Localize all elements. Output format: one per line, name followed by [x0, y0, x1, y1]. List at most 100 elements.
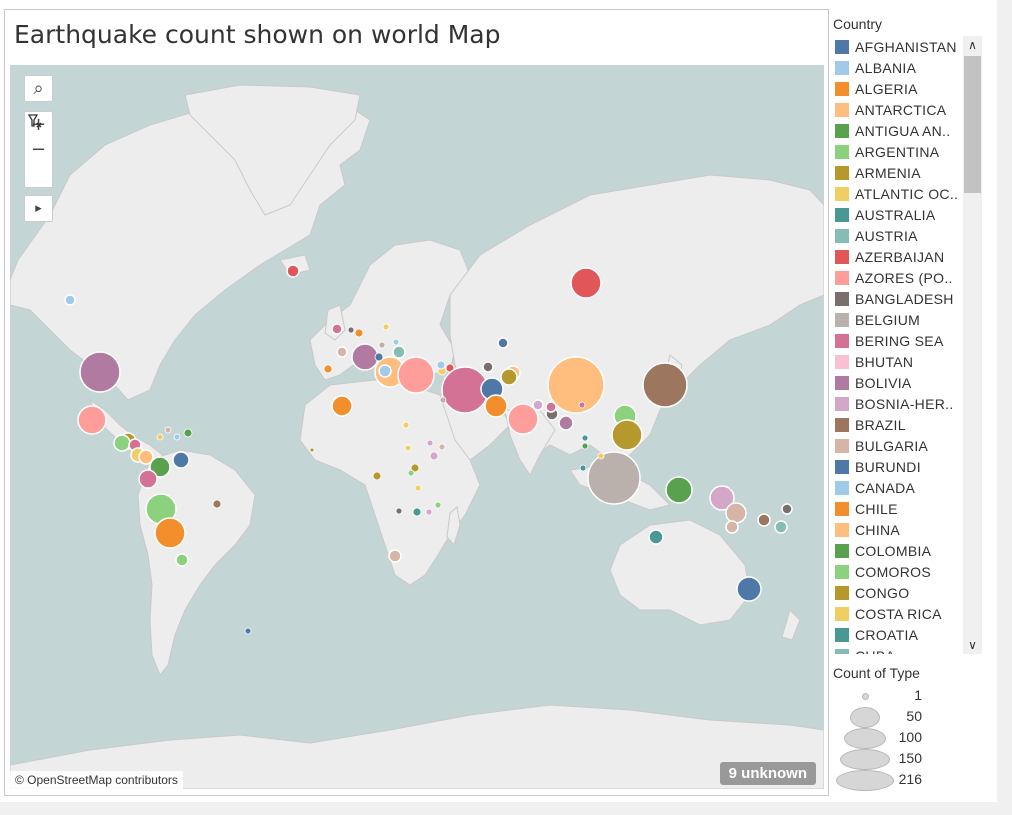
earthquake-bubble[interactable] [642, 362, 688, 408]
legend-item[interactable]: COMOROS [835, 561, 963, 582]
earthquake-bubble[interactable] [507, 403, 539, 435]
earthquake-bubble[interactable] [648, 529, 664, 545]
scroll-down-icon[interactable]: ∨ [968, 638, 977, 652]
earthquake-bubble[interactable] [172, 451, 190, 469]
legend-item[interactable]: ARGENTINA [835, 141, 963, 162]
earthquake-bubble[interactable] [175, 553, 189, 567]
legend-item[interactable]: CHINA [835, 519, 963, 540]
earthquake-bubble[interactable] [558, 415, 574, 431]
earthquake-bubble[interactable] [331, 323, 343, 335]
earthquake-bubble[interactable] [378, 341, 386, 349]
earthquake-bubble[interactable] [154, 517, 186, 549]
earthquake-bubble[interactable] [545, 401, 557, 413]
earthquake-bubble[interactable] [212, 499, 222, 509]
earthquake-bubble[interactable] [484, 394, 508, 418]
zoom-controls[interactable]: + − [24, 111, 53, 188]
earthquake-bubble[interactable] [164, 426, 172, 434]
earthquake-bubble[interactable] [725, 502, 747, 524]
earthquake-bubble[interactable] [570, 267, 602, 299]
legend-item[interactable]: BANGLADESH [835, 288, 963, 309]
legend-item[interactable]: CUBA [835, 645, 963, 654]
pan-arrow-icon[interactable]: ▸ [35, 201, 42, 216]
earthquake-bubble[interactable] [336, 346, 348, 358]
earthquake-bubble[interactable] [532, 399, 544, 411]
earthquake-bubble[interactable] [173, 433, 181, 441]
legend-item[interactable]: CONGO [835, 582, 963, 603]
earthquake-bubble[interactable] [64, 294, 76, 306]
legend-item[interactable]: BOLIVIA [835, 372, 963, 393]
earthquake-bubble[interactable] [378, 364, 392, 378]
legend-item[interactable]: BELGIUM [835, 309, 963, 330]
earthquake-bubble[interactable] [138, 449, 154, 465]
earthquake-bubble[interactable] [397, 356, 435, 394]
earthquake-bubble[interactable] [392, 345, 406, 359]
earthquake-bubble[interactable] [665, 476, 693, 504]
earthquake-bubble[interactable] [77, 405, 107, 435]
earthquake-bubble[interactable] [774, 520, 788, 534]
earthquake-bubble[interactable] [725, 520, 739, 534]
earthquake-bubble[interactable] [757, 513, 771, 527]
earthquake-bubble[interactable] [138, 469, 158, 489]
earthquake-bubble[interactable] [404, 444, 412, 452]
scroll-up-icon[interactable]: ∧ [968, 38, 977, 52]
legend-item[interactable]: ARMENIA [835, 162, 963, 183]
earthquake-bubble[interactable] [286, 264, 300, 278]
legend-item[interactable]: COSTA RICA [835, 603, 963, 624]
earthquake-bubble[interactable] [149, 456, 171, 478]
earthquake-bubble[interactable] [407, 469, 415, 477]
earthquake-bubble[interactable] [425, 508, 433, 516]
earthquake-bubble[interactable] [587, 451, 641, 505]
earthquake-bubble[interactable] [581, 434, 589, 442]
legend-item[interactable]: BURUNDI [835, 456, 963, 477]
earthquake-bubble[interactable] [156, 433, 164, 441]
legend-item[interactable]: AUSTRALIA [835, 204, 963, 225]
earthquake-bubble[interactable] [372, 471, 382, 481]
earthquake-bubble[interactable] [611, 419, 643, 451]
earthquake-bubble[interactable] [709, 485, 735, 511]
earthquake-bubble[interactable] [388, 549, 402, 563]
earthquake-bubble[interactable] [374, 352, 384, 362]
legend-item[interactable]: ANTIGUA AN.. [835, 120, 963, 141]
legend-scrollbar[interactable]: ∧ ∨ [963, 36, 982, 654]
legend-item[interactable]: COLOMBIA [835, 540, 963, 561]
unknown-locations-badge[interactable]: 9 unknown [719, 762, 816, 785]
earthquake-bubble[interactable] [429, 451, 439, 461]
pan-control[interactable]: ▸ [24, 195, 53, 222]
earthquake-bubble[interactable] [354, 328, 364, 338]
search-icon[interactable]: ⌕ [33, 78, 44, 99]
earthquake-bubble[interactable] [547, 356, 605, 414]
map-attribution[interactable]: © OpenStreetMap contributors [10, 771, 183, 789]
legend-item[interactable]: ATLANTIC OC.. [835, 183, 963, 204]
earthquake-bubble[interactable] [434, 501, 442, 509]
earthquake-bubble[interactable] [414, 484, 422, 492]
earthquake-bubble[interactable] [244, 627, 252, 635]
earthquake-bubble[interactable] [331, 395, 353, 417]
legend-item[interactable]: BOSNIA-HER.. [835, 393, 963, 414]
earthquake-bubble[interactable] [79, 351, 121, 393]
bubble-layer[interactable] [64, 264, 793, 635]
earthquake-bubble[interactable] [412, 507, 422, 517]
legend-item[interactable]: BULGARIA [835, 435, 963, 456]
legend-item[interactable]: BHUTAN [835, 351, 963, 372]
earthquake-bubble[interactable] [597, 452, 605, 460]
earthquake-bubble[interactable] [113, 434, 131, 452]
world-map[interactable]: ⌕ + − ▸ © OpenStreetMap contributors 9 u… [10, 65, 824, 789]
earthquake-bubble[interactable] [426, 439, 434, 447]
scroll-thumb[interactable] [964, 56, 981, 193]
legend-item[interactable]: AFGHANISTAN [835, 36, 963, 57]
earthquake-bubble[interactable] [323, 364, 333, 374]
earthquake-bubble[interactable] [436, 360, 446, 370]
earthquake-bubble[interactable] [402, 421, 410, 429]
legend-item[interactable]: CANADA [835, 477, 963, 498]
earthquake-bubble[interactable] [497, 337, 509, 349]
earthquake-bubble[interactable] [183, 428, 193, 438]
map-canvas[interactable] [10, 65, 824, 789]
earthquake-bubble[interactable] [410, 463, 420, 473]
legend-item[interactable]: BERING SEA [835, 330, 963, 351]
legend-item[interactable]: CROATIA [835, 624, 963, 645]
earthquake-bubble[interactable] [309, 447, 315, 453]
earthquake-bubble[interactable] [351, 343, 379, 371]
earthquake-bubble[interactable] [382, 323, 390, 331]
legend-item[interactable]: AZERBAIJAN [835, 246, 963, 267]
earthquake-bubble[interactable] [392, 338, 400, 346]
